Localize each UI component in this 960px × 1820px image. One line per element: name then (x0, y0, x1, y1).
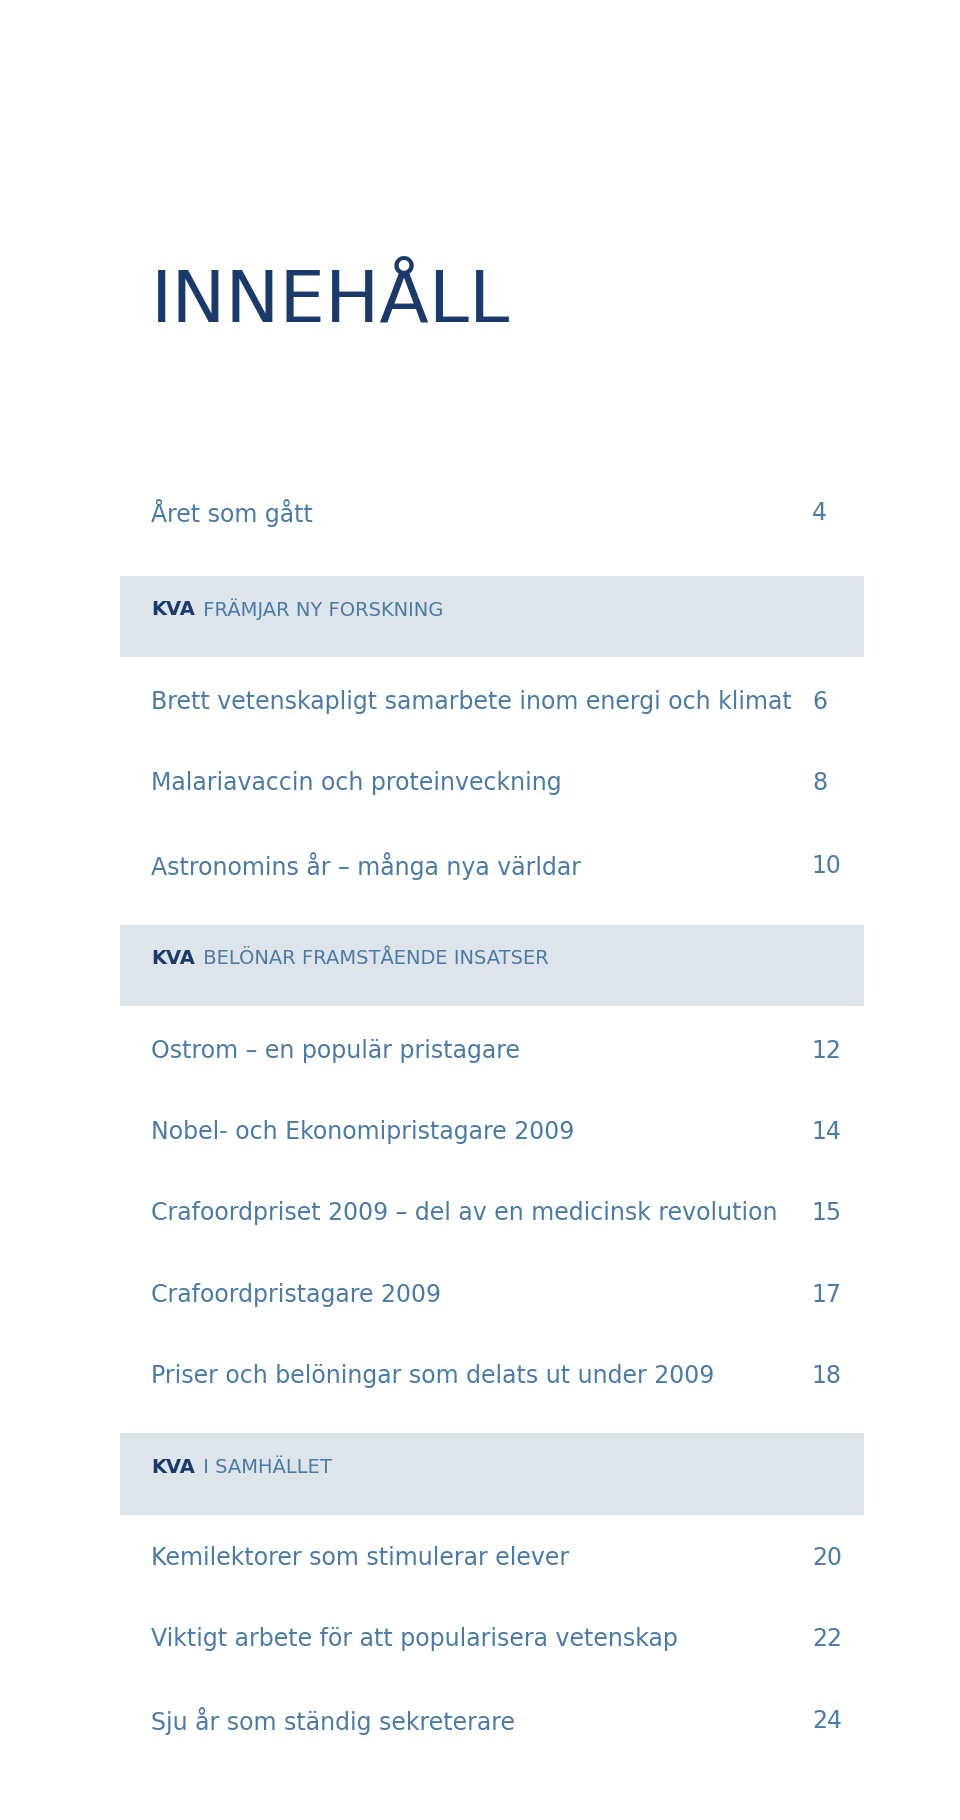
Text: 10: 10 (812, 854, 842, 877)
Text: Nobel- och Ekonomipristagare 2009: Nobel- och Ekonomipristagare 2009 (152, 1119, 574, 1145)
Text: Kemilektorer som stimulerar elever: Kemilektorer som stimulerar elever (152, 1547, 569, 1571)
Text: FRÄMJAR NY FORSKNING: FRÄMJAR NY FORSKNING (198, 599, 444, 621)
Text: KVA: KVA (152, 1458, 195, 1476)
Text: 17: 17 (812, 1283, 842, 1307)
Text: 4: 4 (812, 501, 827, 524)
Text: KVA: KVA (152, 948, 195, 968)
Text: Brett vetenskapligt samarbete inom energi och klimat: Brett vetenskapligt samarbete inom energ… (152, 690, 792, 713)
Text: BELÖNAR FRAMSTÅENDE INSATSER: BELÖNAR FRAMSTÅENDE INSATSER (198, 948, 549, 968)
Text: Sju år som ständig sekreterare: Sju år som ständig sekreterare (152, 1707, 516, 1734)
Text: Crafoordpriset 2009 – del av en medicinsk revolution: Crafoordpriset 2009 – del av en medicins… (152, 1201, 778, 1225)
Text: KVA: KVA (152, 601, 195, 619)
Bar (120, 575, 864, 657)
Text: Crafoordpristagare 2009: Crafoordpristagare 2009 (152, 1283, 442, 1307)
Text: I SAMHÄLLET: I SAMHÄLLET (198, 1458, 332, 1476)
Text: 15: 15 (812, 1201, 842, 1225)
Text: 12: 12 (812, 1039, 842, 1063)
Text: 18: 18 (812, 1363, 842, 1389)
Text: 22: 22 (812, 1627, 842, 1651)
Text: Astronomins år – många nya världar: Astronomins år – många nya världar (152, 852, 581, 879)
Bar (120, 1434, 864, 1514)
Text: Året som gått: Året som gått (152, 499, 313, 526)
Text: Malariavaccin och proteinveckning: Malariavaccin och proteinveckning (152, 772, 562, 795)
Text: Ostrom – en populär pristagare: Ostrom – en populär pristagare (152, 1039, 520, 1063)
Text: Viktigt arbete för att popularisera vetenskap: Viktigt arbete för att popularisera vete… (152, 1627, 678, 1651)
Bar (120, 925, 864, 1006)
Text: Priser och belöningar som delats ut under 2009: Priser och belöningar som delats ut unde… (152, 1363, 714, 1389)
Text: 6: 6 (812, 690, 827, 713)
Text: 8: 8 (812, 772, 828, 795)
Text: 20: 20 (812, 1547, 842, 1571)
Text: 14: 14 (812, 1119, 842, 1145)
Text: INNEHÅLL: INNEHÅLL (152, 268, 511, 337)
Text: 24: 24 (812, 1709, 842, 1733)
